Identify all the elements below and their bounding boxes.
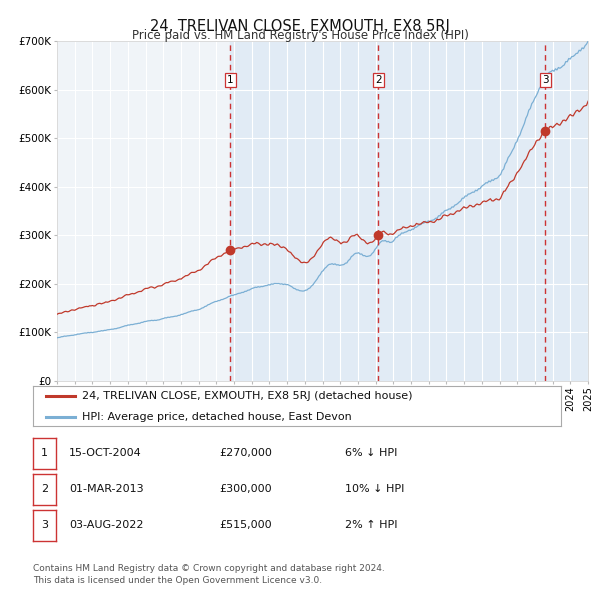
Text: 1: 1 (41, 448, 48, 458)
Text: 01-MAR-2013: 01-MAR-2013 (69, 484, 143, 494)
Text: 15-OCT-2004: 15-OCT-2004 (69, 448, 142, 458)
Text: Contains HM Land Registry data © Crown copyright and database right 2024.
This d: Contains HM Land Registry data © Crown c… (33, 565, 385, 585)
Text: 6% ↓ HPI: 6% ↓ HPI (345, 448, 397, 458)
Text: Price paid vs. HM Land Registry's House Price Index (HPI): Price paid vs. HM Land Registry's House … (131, 30, 469, 42)
Text: 10% ↓ HPI: 10% ↓ HPI (345, 484, 404, 494)
Bar (230, 41, 597, 381)
Text: 24, TRELIVAN CLOSE, EXMOUTH, EX8 5RJ: 24, TRELIVAN CLOSE, EXMOUTH, EX8 5RJ (150, 19, 450, 34)
Text: 1: 1 (227, 75, 233, 85)
Text: 03-AUG-2022: 03-AUG-2022 (69, 520, 143, 530)
Text: 2: 2 (41, 484, 48, 494)
Text: 3: 3 (542, 75, 548, 85)
Text: 24, TRELIVAN CLOSE, EXMOUTH, EX8 5RJ (detached house): 24, TRELIVAN CLOSE, EXMOUTH, EX8 5RJ (de… (82, 391, 412, 401)
Text: 2: 2 (375, 75, 382, 85)
Text: 3: 3 (41, 520, 48, 530)
Text: £300,000: £300,000 (219, 484, 272, 494)
Text: £270,000: £270,000 (219, 448, 272, 458)
Text: 2% ↑ HPI: 2% ↑ HPI (345, 520, 398, 530)
Text: HPI: Average price, detached house, East Devon: HPI: Average price, detached house, East… (82, 412, 352, 422)
Text: £515,000: £515,000 (219, 520, 272, 530)
